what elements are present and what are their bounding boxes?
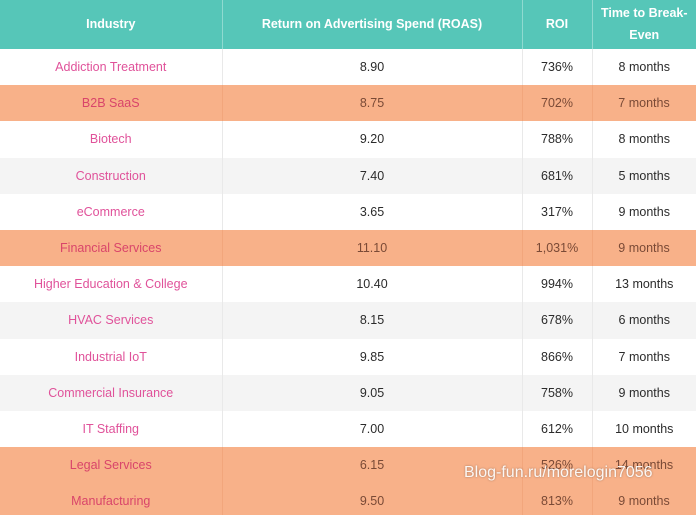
roas-cell: 9.05	[222, 374, 523, 411]
header-industry: Industry	[0, 0, 223, 49]
industry-cell: Construction	[0, 157, 223, 194]
break-even-cell: 6 months	[618, 313, 670, 328]
table-row: Addiction Treatment 8.90 736% 8 months	[0, 49, 696, 86]
table-row: Commercial Insurance 9.05 758% 9 months	[0, 374, 696, 411]
roi-cell: 1,031%	[522, 229, 593, 267]
table-row: Higher Education & College 10.40 994% 13…	[0, 266, 696, 303]
roas-cell: 9.85	[222, 338, 523, 375]
roas-cell: 8.15	[222, 302, 523, 339]
roi-cell: 736%	[522, 49, 593, 86]
header-roas: Return on Advertising Spend (ROAS)	[222, 0, 523, 49]
roi-cell: 678%	[522, 302, 593, 339]
break-even-cell: 9 months	[618, 204, 670, 219]
industry-cell: Manufacturing	[0, 483, 223, 515]
table-row: Biotech 9.20 788% 8 months	[0, 121, 696, 158]
industry-cell: eCommerce	[0, 193, 223, 230]
roi-cell: 681%	[522, 157, 593, 194]
table-header-row: Industry Return on Advertising Spend (RO…	[0, 0, 696, 49]
table-row: Financial Services 11.10 1,031% 9 months	[0, 229, 696, 267]
break-even-cell: 7 months	[618, 349, 670, 364]
break-even-cell: 13 months	[615, 277, 674, 292]
table-row: Legal Services 6.15 526% 14 months	[0, 447, 696, 484]
roas-cell: 11.10	[222, 229, 523, 267]
header-roi: ROI	[522, 0, 593, 49]
break-even-cell: 10 months	[615, 421, 674, 436]
roas-cell: 7.00	[222, 410, 523, 448]
break-even-cell: 9 months	[592, 483, 696, 515]
industry-cell: Addiction Treatment	[0, 49, 223, 86]
roi-cell: 788%	[522, 121, 593, 158]
roas-cell: 10.40	[222, 266, 523, 303]
table-row: eCommerce 3.65 317% 9 months	[0, 193, 696, 230]
industry-cell: Legal Services	[0, 447, 223, 484]
break-even-cell: 5 months	[618, 168, 670, 183]
watermark-text: Blog-fun.ru/morelogin7056	[464, 464, 653, 481]
roi-cell: 612%	[522, 410, 593, 448]
table-row: HVAC Services 8.15 678% 6 months	[0, 302, 696, 339]
break-even-cell: 9 months	[618, 385, 670, 400]
industry-cell: Higher Education & College	[0, 266, 223, 303]
header-time-to-break-even: Time to Break-Even	[600, 6, 688, 42]
break-even-cell: 8 months	[618, 60, 670, 75]
industry-cell: IT Staffing	[0, 410, 223, 448]
break-even-cell: 9 months	[592, 229, 696, 267]
roas-cell: 3.65	[222, 193, 523, 230]
roi-cell: 866%	[522, 338, 593, 375]
roi-cell: 813%	[522, 483, 593, 515]
table-row: IT Staffing 7.00 612% 10 months	[0, 410, 696, 448]
roi-cell: 702%	[522, 85, 593, 122]
roi-cell: 994%	[522, 266, 593, 303]
roi-cell: 317%	[522, 193, 593, 230]
table-row: Construction 7.40 681% 5 months	[0, 157, 696, 194]
break-even-cell: 8 months	[618, 132, 670, 147]
industry-cell: Commercial Insurance	[0, 374, 223, 411]
industry-cell: HVAC Services	[0, 302, 223, 339]
break-even-cell: 14 months	[592, 447, 696, 484]
industry-cell: Industrial IoT	[0, 338, 223, 375]
roas-cell: 9.20	[222, 121, 523, 158]
roi-cell: 526%	[522, 447, 593, 484]
roi-cell: 758%	[522, 374, 593, 411]
industry-cell: Biotech	[0, 121, 223, 158]
industry-cell: Financial Services	[0, 229, 223, 267]
industry-cell: B2B SaaS	[0, 85, 223, 122]
roas-cell: 8.75	[222, 85, 523, 122]
table-row: Manufacturing 9.50 813% 9 months	[0, 483, 696, 515]
table-row: Industrial IoT 9.85 866% 7 months	[0, 338, 696, 375]
table-row: B2B SaaS 8.75 702% 7 months	[0, 85, 696, 122]
break-even-cell: 7 months	[592, 85, 696, 122]
roas-cell: 6.15	[222, 447, 523, 484]
roas-cell: 7.40	[222, 157, 523, 194]
roas-cell: 8.90	[222, 49, 523, 86]
roas-cell: 9.50	[222, 483, 523, 515]
